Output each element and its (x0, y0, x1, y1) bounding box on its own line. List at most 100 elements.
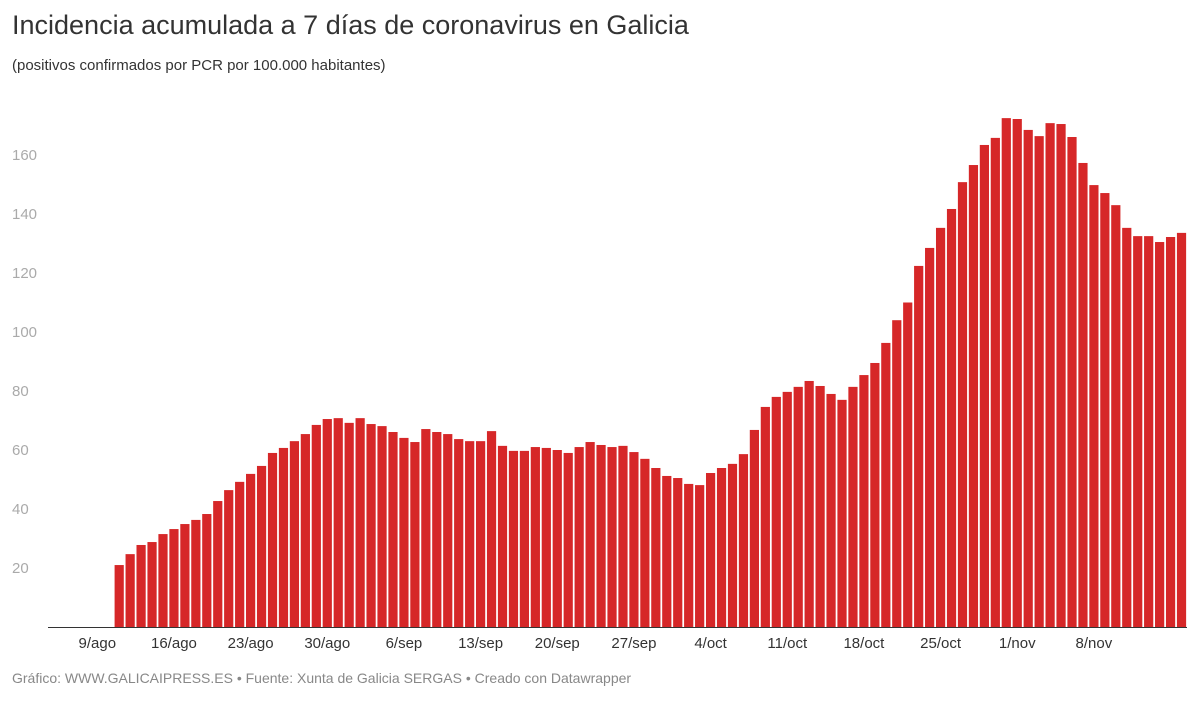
bar-18/ago (191, 519, 201, 627)
x-tick-label: 4/oct (694, 635, 727, 652)
y-tick-label: 80 (12, 383, 29, 400)
bar-23/ago (246, 473, 256, 627)
bar-21/ago (224, 490, 234, 627)
bar-4/nov (1045, 123, 1055, 627)
bar-1/sep (344, 422, 354, 627)
bar-30/oct (990, 137, 1000, 627)
bar-24/oct (925, 247, 935, 628)
bar-16/sep (508, 450, 519, 627)
x-tick-label: 11/oct (767, 635, 808, 652)
bar-11/oct (782, 391, 792, 627)
x-tick-label: 30/ago (304, 635, 350, 652)
y-tick-label: 40 (12, 501, 29, 518)
bar-24/sep (596, 444, 606, 627)
bar-14/sep (486, 431, 497, 627)
x-tick-label: 20/sep (535, 635, 580, 652)
bar-18/sep (530, 447, 540, 627)
bar-6/oct (727, 463, 738, 627)
bar-26/oct (946, 208, 957, 628)
bar-3/sep (366, 424, 376, 627)
bar-21/oct (892, 320, 902, 627)
bar-30/sep (662, 475, 672, 627)
bar-16/nov (1176, 232, 1187, 627)
bar-10/sep (443, 434, 453, 627)
bar-14/ago (147, 542, 157, 627)
bar-17/oct (848, 386, 858, 627)
bar-25/oct (935, 227, 946, 628)
bar-7/nov (1078, 162, 1088, 627)
y-tick-label: 60 (12, 442, 29, 459)
bar-1/nov (1012, 119, 1022, 627)
bar-11/sep (454, 439, 464, 627)
bar-7/oct (738, 454, 749, 627)
x-tick-label: 16/ago (151, 635, 197, 652)
bar-11/nov (1122, 227, 1132, 628)
bar-9/oct (760, 406, 770, 627)
bar-14/oct (815, 385, 825, 627)
bar-23/oct (914, 265, 924, 627)
bar-3/nov (1034, 136, 1044, 627)
x-tick-label: 23/ago (228, 635, 274, 652)
bar-5/oct (716, 467, 727, 627)
y-tick-label: 100 (12, 324, 37, 341)
bar-25/ago (267, 452, 278, 627)
bar-13/ago (136, 544, 146, 627)
bar-8/nov (1089, 185, 1099, 627)
bar-12/nov (1133, 236, 1143, 627)
bar-14/nov (1155, 242, 1165, 627)
bar-9/sep (432, 432, 442, 627)
bar-2/nov (1023, 129, 1033, 628)
bar-20/sep (552, 450, 562, 627)
bar-28/ago (300, 434, 310, 627)
bar-5/nov (1056, 124, 1066, 628)
bar-29/ago (311, 424, 321, 627)
bar-26/ago (278, 447, 289, 627)
bar-17/ago (180, 524, 190, 627)
bar-29/oct (979, 144, 989, 627)
bar-19/sep (541, 447, 551, 627)
bar-10/nov (1111, 205, 1121, 627)
bar-22/sep (574, 447, 584, 627)
bar-15/nov (1165, 237, 1176, 627)
x-tick-label: 27/sep (611, 635, 656, 652)
bar-13/sep (476, 441, 486, 627)
bar-17/sep (519, 450, 530, 627)
bar-31/ago (333, 418, 343, 627)
bar-19/ago (202, 514, 212, 627)
x-tick-label: 25/oct (920, 635, 962, 652)
bar-12/ago (125, 554, 135, 627)
x-tick-label: 9/ago (79, 635, 117, 652)
bar-4/sep (377, 426, 387, 627)
bar-25/sep (607, 447, 617, 627)
bar-6/sep (399, 437, 409, 627)
bar-22/oct (903, 302, 913, 627)
bar-26/sep (618, 445, 628, 627)
bar-13/nov (1144, 236, 1154, 627)
bar-16/oct (837, 399, 847, 627)
bar-2/sep (355, 418, 365, 627)
bar-5/sep (388, 432, 398, 627)
x-tick-label: 8/nov (1076, 635, 1113, 652)
bar-28/oct (968, 165, 979, 627)
bar-27/ago (289, 441, 300, 627)
bar-15/sep (497, 445, 508, 627)
bar-31/oct (1001, 118, 1011, 627)
bar-27/sep (629, 452, 639, 627)
bar-16/ago (169, 529, 179, 627)
bar-20/ago (213, 501, 223, 627)
bar-29/sep (651, 467, 661, 627)
x-tick-label: 6/sep (386, 635, 423, 652)
bar-1/oct (673, 478, 683, 627)
bar-12/oct (793, 386, 803, 627)
y-tick-label: 120 (12, 265, 37, 282)
bar-22/ago (235, 481, 245, 627)
chart-subtitle: (positivos confirmados por PCR por 100.0… (12, 57, 386, 74)
bar-4/oct (705, 473, 716, 627)
x-tick-label: 18/oct (843, 635, 885, 652)
bar-30/ago (322, 419, 332, 627)
x-tick-label: 1/nov (999, 635, 1036, 652)
bar-7/sep (410, 442, 420, 627)
bar-12/sep (465, 441, 475, 627)
chart-title: Incidencia acumulada a 7 días de coronav… (12, 10, 689, 40)
